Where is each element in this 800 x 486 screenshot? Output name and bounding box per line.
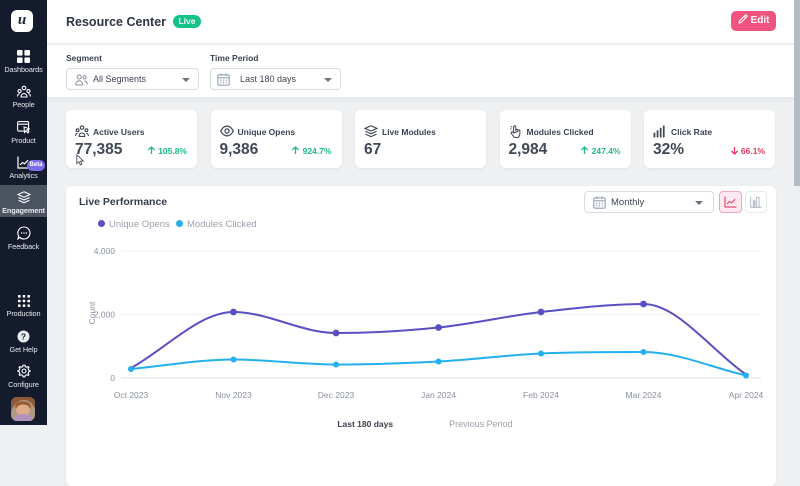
svg-text:Dec 2023: Dec 2023	[318, 390, 355, 400]
svg-text:Jan 2024: Jan 2024	[421, 390, 456, 400]
svg-text:0: 0	[110, 373, 115, 383]
svg-text:?: ?	[21, 331, 26, 341]
svg-text:Count: Count	[87, 301, 97, 324]
svg-text:Apr 2024: Apr 2024	[729, 390, 764, 400]
svg-text:4,000: 4,000	[94, 246, 116, 256]
svg-text:Nov 2023: Nov 2023	[215, 390, 252, 400]
svg-text:Mar 2024: Mar 2024	[626, 390, 662, 400]
svg-text:Feb 2024: Feb 2024	[523, 390, 559, 400]
svg-text:2,000: 2,000	[94, 310, 116, 320]
svg-text:Oct 2023: Oct 2023	[114, 390, 149, 400]
